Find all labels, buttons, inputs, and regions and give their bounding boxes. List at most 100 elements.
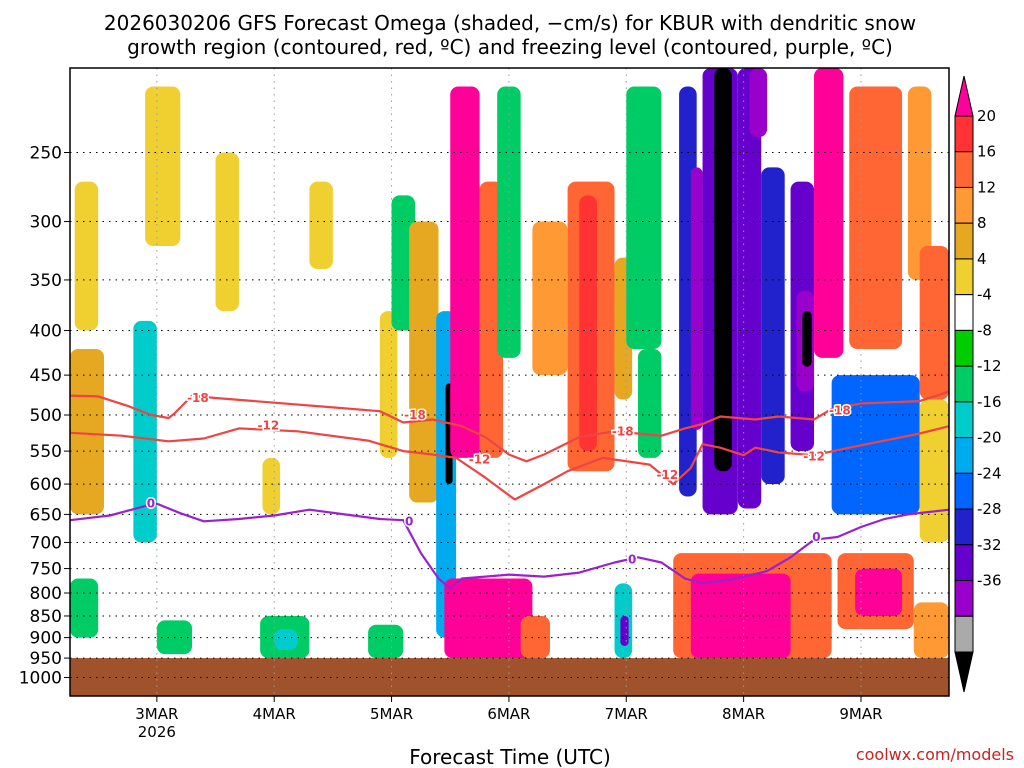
contour-label: -12 bbox=[469, 452, 491, 466]
colorbar-segment bbox=[954, 437, 974, 474]
omega-cell bbox=[70, 348, 105, 515]
contour-label: -12 bbox=[803, 450, 825, 464]
y-tick-label: 800 bbox=[30, 584, 62, 604]
x-tick-label: 6MAR bbox=[487, 705, 530, 723]
omega-cell bbox=[690, 167, 703, 430]
omega-cell bbox=[737, 68, 762, 509]
omega-cell bbox=[368, 624, 404, 659]
freezing-level-line bbox=[69, 502, 950, 590]
omega-cell bbox=[919, 245, 949, 400]
colorbar-label: -8 bbox=[977, 321, 992, 339]
contour-label: 0 bbox=[812, 530, 820, 544]
omega-cell bbox=[262, 457, 281, 515]
colorbar-segment bbox=[954, 329, 974, 367]
y-tick-label: 650 bbox=[30, 505, 62, 525]
omega-cell bbox=[579, 195, 597, 452]
chart-title-line-1: 2026030206 GFS Forecast Omega (shaded, −… bbox=[104, 11, 916, 35]
omega-cell bbox=[849, 86, 903, 349]
colorbar-label: -32 bbox=[977, 536, 1002, 554]
omega-cell bbox=[855, 568, 903, 616]
colorbar-segment bbox=[954, 580, 974, 617]
grid-lines bbox=[70, 68, 949, 696]
dendritic-minus12-line bbox=[69, 425, 950, 501]
chart-title-line-2: growth region (contoured, red, ºC) and f… bbox=[127, 35, 893, 59]
omega-cell bbox=[74, 181, 99, 331]
colorbar-segment bbox=[954, 472, 974, 510]
omega-cell bbox=[133, 320, 157, 543]
colorbar: 20 16 12 8 4 -4 -8 -12 -16 -20 -24 -28 -32 -36 bbox=[954, 75, 1002, 693]
colorbar-segment bbox=[954, 186, 974, 224]
omega-cell bbox=[479, 181, 504, 458]
colorbar-label: -4 bbox=[977, 286, 992, 304]
colorbar-label: 16 bbox=[977, 143, 996, 161]
colorbar-segment bbox=[954, 294, 974, 331]
colorbar-segment bbox=[954, 258, 974, 296]
y-tick-label: 550 bbox=[30, 442, 62, 462]
contour-label: -18 bbox=[187, 391, 209, 405]
colorbar-segment bbox=[954, 75, 974, 117]
x-tick-label: 5MAR bbox=[370, 705, 413, 723]
x-tick-sublabel: 2026 bbox=[138, 723, 176, 741]
contour-label: -18 bbox=[404, 408, 426, 422]
colorbar-segment bbox=[954, 365, 974, 403]
y-axis: 2503003504004505005506006507007508008509… bbox=[19, 144, 70, 689]
colorbar-label: -16 bbox=[977, 393, 1002, 411]
omega-cell bbox=[532, 221, 568, 376]
plot-frame bbox=[69, 67, 950, 697]
omega-cell bbox=[391, 195, 416, 331]
y-tick-label: 700 bbox=[30, 533, 62, 553]
omega-cell bbox=[907, 86, 932, 280]
colorbar-segment bbox=[954, 401, 974, 439]
x-axis-label: Forecast Time (UTC) bbox=[409, 745, 611, 768]
colorbar-segment bbox=[954, 544, 974, 582]
y-tick-label: 950 bbox=[30, 649, 62, 669]
colorbar-segment bbox=[954, 508, 974, 546]
y-tick-label: 750 bbox=[30, 560, 62, 580]
omega-cell bbox=[802, 311, 812, 367]
colorbar-label: -12 bbox=[977, 357, 1002, 375]
contour-lines bbox=[69, 390, 950, 590]
colorbar-segment bbox=[954, 651, 974, 693]
contour-label: 0 bbox=[405, 514, 413, 528]
colorbar-segment bbox=[954, 222, 974, 260]
omega-cell bbox=[638, 348, 662, 458]
x-tick-label: 8MAR bbox=[722, 705, 765, 723]
contour-label: -18 bbox=[829, 403, 851, 417]
contour-label: -12 bbox=[657, 468, 679, 482]
y-tick-label: 500 bbox=[30, 406, 62, 426]
colorbar-label: -20 bbox=[977, 429, 1002, 447]
omega-cell bbox=[749, 68, 768, 138]
contour-label: 0 bbox=[628, 552, 636, 566]
ground-layer bbox=[70, 658, 949, 696]
colorbar-label: 20 bbox=[977, 107, 996, 125]
contour-labels: -18 -18 -18 -18 -12 -12 -12 -12 0 0 0 0 bbox=[145, 389, 852, 567]
y-tick-label: 350 bbox=[30, 271, 62, 291]
x-tick-label: 4MAR bbox=[253, 705, 296, 723]
omega-cell bbox=[215, 152, 239, 312]
colorbar-label: 8 bbox=[977, 214, 987, 232]
omega-shading bbox=[70, 68, 949, 659]
x-tick-label: 7MAR bbox=[605, 705, 648, 723]
omega-cell bbox=[70, 578, 99, 638]
y-tick-label: 250 bbox=[30, 144, 62, 164]
contour-label: -12 bbox=[257, 418, 279, 432]
y-tick-label: 600 bbox=[30, 475, 62, 495]
colorbar-label: -24 bbox=[977, 464, 1002, 482]
y-tick-label: 1000 bbox=[19, 669, 62, 689]
omega-cell bbox=[913, 602, 949, 659]
x-tick-label: 9MAR bbox=[839, 705, 882, 723]
y-tick-label: 400 bbox=[30, 322, 62, 342]
contour-label: -18 bbox=[612, 424, 634, 438]
plot-area: -18 -18 -18 -18 -12 -12 -12 -12 0 0 0 0 bbox=[69, 67, 950, 697]
omega-cell bbox=[520, 615, 550, 659]
omega-cell bbox=[274, 629, 298, 651]
colorbar-label: 12 bbox=[977, 178, 996, 196]
credit-link[interactable]: coolwx.com/models bbox=[856, 745, 1014, 764]
colorbar-label: 4 bbox=[977, 250, 987, 268]
omega-cell bbox=[714, 68, 732, 472]
omega-cell bbox=[761, 167, 785, 485]
omega-cell bbox=[409, 221, 439, 503]
colorbar-segment bbox=[954, 151, 974, 188]
